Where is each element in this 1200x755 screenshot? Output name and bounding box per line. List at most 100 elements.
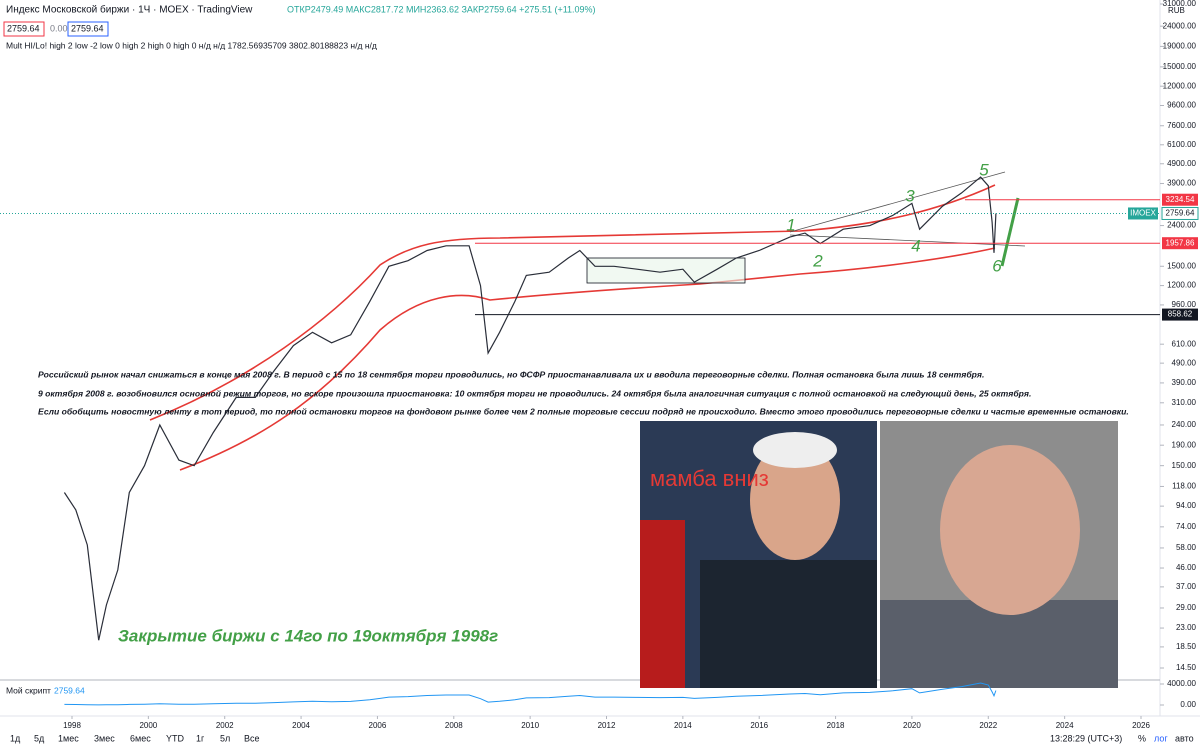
suit	[700, 560, 877, 688]
range-button[interactable]: 3мес	[94, 733, 115, 743]
range-button[interactable]: 5д	[34, 733, 45, 743]
name-tag	[1128, 207, 1158, 220]
wave-label: 1	[786, 215, 795, 234]
y-tick-label: 46.00	[1176, 563, 1197, 572]
clock: 13:28:29 (UTC+3)	[1050, 733, 1122, 743]
y-tick-label: 310.00	[1172, 398, 1197, 407]
price-tag-text: 3234.54	[1166, 195, 1195, 204]
x-tick-label: 2018	[827, 721, 845, 730]
y-tick-label: 6100.00	[1167, 140, 1196, 149]
price-tag	[1162, 193, 1198, 206]
hair	[753, 432, 837, 468]
y-tick-label: 12000.00	[1163, 81, 1197, 90]
y-tick-label: 4000.00	[1167, 679, 1196, 688]
range-button[interactable]: 6мес	[130, 733, 151, 743]
y-tick-label: 1500.00	[1167, 261, 1196, 270]
y-tick-label: 1200.00	[1167, 281, 1196, 290]
note: Если обобщить новостную ленту в тот пери…	[38, 406, 1129, 416]
price-box-text: 2759.64	[7, 23, 40, 33]
y-tick-label: 4900.00	[1167, 159, 1196, 168]
y-tick-label: 2400.00	[1167, 221, 1196, 230]
y-tick-label: 24000.00	[1163, 21, 1197, 30]
range-button[interactable]: 1д	[10, 733, 21, 743]
photo-left: мамба вниз	[640, 421, 877, 688]
name-tag-text: IMOEX	[1130, 209, 1156, 218]
y-tick-label: 3900.00	[1167, 179, 1196, 188]
x-tick-label: 2024	[1056, 721, 1074, 730]
y-tick-label: 14.50	[1176, 663, 1197, 672]
x-tick-label: 2006	[369, 721, 387, 730]
x-tick-label: 2020	[903, 721, 921, 730]
price-line	[63, 176, 997, 641]
y-tick-label: 31000.00	[1163, 0, 1197, 8]
upper-band	[149, 184, 996, 421]
range-button[interactable]: Все	[244, 733, 260, 743]
wave-label: 3	[905, 186, 915, 205]
price-box	[67, 21, 109, 37]
y-tick-label: 118.00	[1172, 482, 1196, 491]
y-tick-label: 29.00	[1176, 603, 1197, 612]
x-tick-label: 2014	[674, 721, 692, 730]
trend-line	[789, 171, 1006, 233]
y-tick-label: 15000.00	[1163, 62, 1197, 71]
flag	[640, 520, 685, 688]
range-box	[586, 257, 746, 284]
wave-label: 2	[812, 251, 823, 270]
y-tick-label: 23.00	[1176, 623, 1197, 632]
price-box-text: 2759.64	[71, 23, 104, 33]
script-name: Мой скрипт	[6, 685, 51, 695]
price-tag-text: 858.62	[1168, 310, 1193, 319]
wave-label: 4	[911, 236, 920, 255]
lower-band	[179, 247, 996, 471]
y-tick-label: 190.00	[1172, 440, 1197, 449]
auto-toggle[interactable]: авто	[1175, 733, 1194, 743]
spread: 0.00	[50, 23, 68, 33]
indicator: Mult HI/Lo! high 2 low -2 low 0 high 2 h…	[6, 40, 377, 50]
wave-label: 6	[992, 256, 1002, 275]
y-tick-label: 240.00	[1172, 420, 1197, 429]
x-tick-label: 2026	[1132, 721, 1150, 730]
x-tick-label: 2008	[445, 721, 463, 730]
log-toggle[interactable]: лог	[1154, 733, 1168, 743]
range-button[interactable]: YTD	[166, 733, 185, 743]
y-tick-label: 490.00	[1172, 358, 1197, 367]
y-tick-label: 0.00	[1180, 700, 1196, 709]
y-tick-label: 610.00	[1172, 339, 1197, 348]
ohlc: ОТКР2479.49 МАКС2817.72 МИН2363.62 ЗАКР2…	[287, 4, 596, 14]
range-button[interactable]: 1мес	[58, 733, 79, 743]
x-tick-label: 1998	[63, 721, 81, 730]
x-tick-label: 2016	[750, 721, 768, 730]
wave-label: 5	[979, 160, 989, 179]
y-tick-label: 9600.00	[1167, 101, 1196, 110]
x-tick-label: 2012	[598, 721, 616, 730]
range-button[interactable]: 5л	[220, 733, 230, 743]
title: Индекс Московской биржи · 1Ч · MOEX · Tr…	[6, 4, 253, 16]
price-tag-text: 2759.64	[1166, 209, 1195, 218]
trend-line	[789, 234, 1026, 247]
y-tick-label: 960.00	[1172, 300, 1197, 309]
y-tick-label: 58.00	[1176, 543, 1197, 552]
arrow-line	[1000, 197, 1020, 267]
note: Российский рынок начал снижаться в конце…	[38, 369, 984, 379]
price-box	[3, 21, 45, 37]
x-tick-label: 2002	[216, 721, 234, 730]
y-tick-label: 94.00	[1176, 501, 1197, 510]
photo-right	[880, 421, 1118, 688]
x-tick-label: 2004	[292, 721, 310, 730]
script-line	[64, 682, 997, 706]
y-tick-label: 7600.00	[1167, 121, 1196, 130]
x-tick-label: 2010	[521, 721, 539, 730]
meme-text: мамба вниз	[650, 466, 769, 491]
note: 9 октября 2008 г. возобновился основной …	[38, 388, 1031, 398]
x-tick-label: 2022	[979, 721, 997, 730]
y-tick-label: 390.00	[1172, 378, 1197, 387]
price-tag	[1161, 206, 1199, 220]
range-button[interactable]: 1г	[196, 733, 205, 743]
face	[940, 445, 1080, 615]
script-value: 2759.64	[54, 685, 85, 695]
percent-toggle[interactable]: %	[1138, 733, 1146, 743]
sub-pane: 4000.00 0.00 Мой скрипт 2759.64	[6, 679, 1197, 709]
price-tag	[1162, 237, 1198, 250]
